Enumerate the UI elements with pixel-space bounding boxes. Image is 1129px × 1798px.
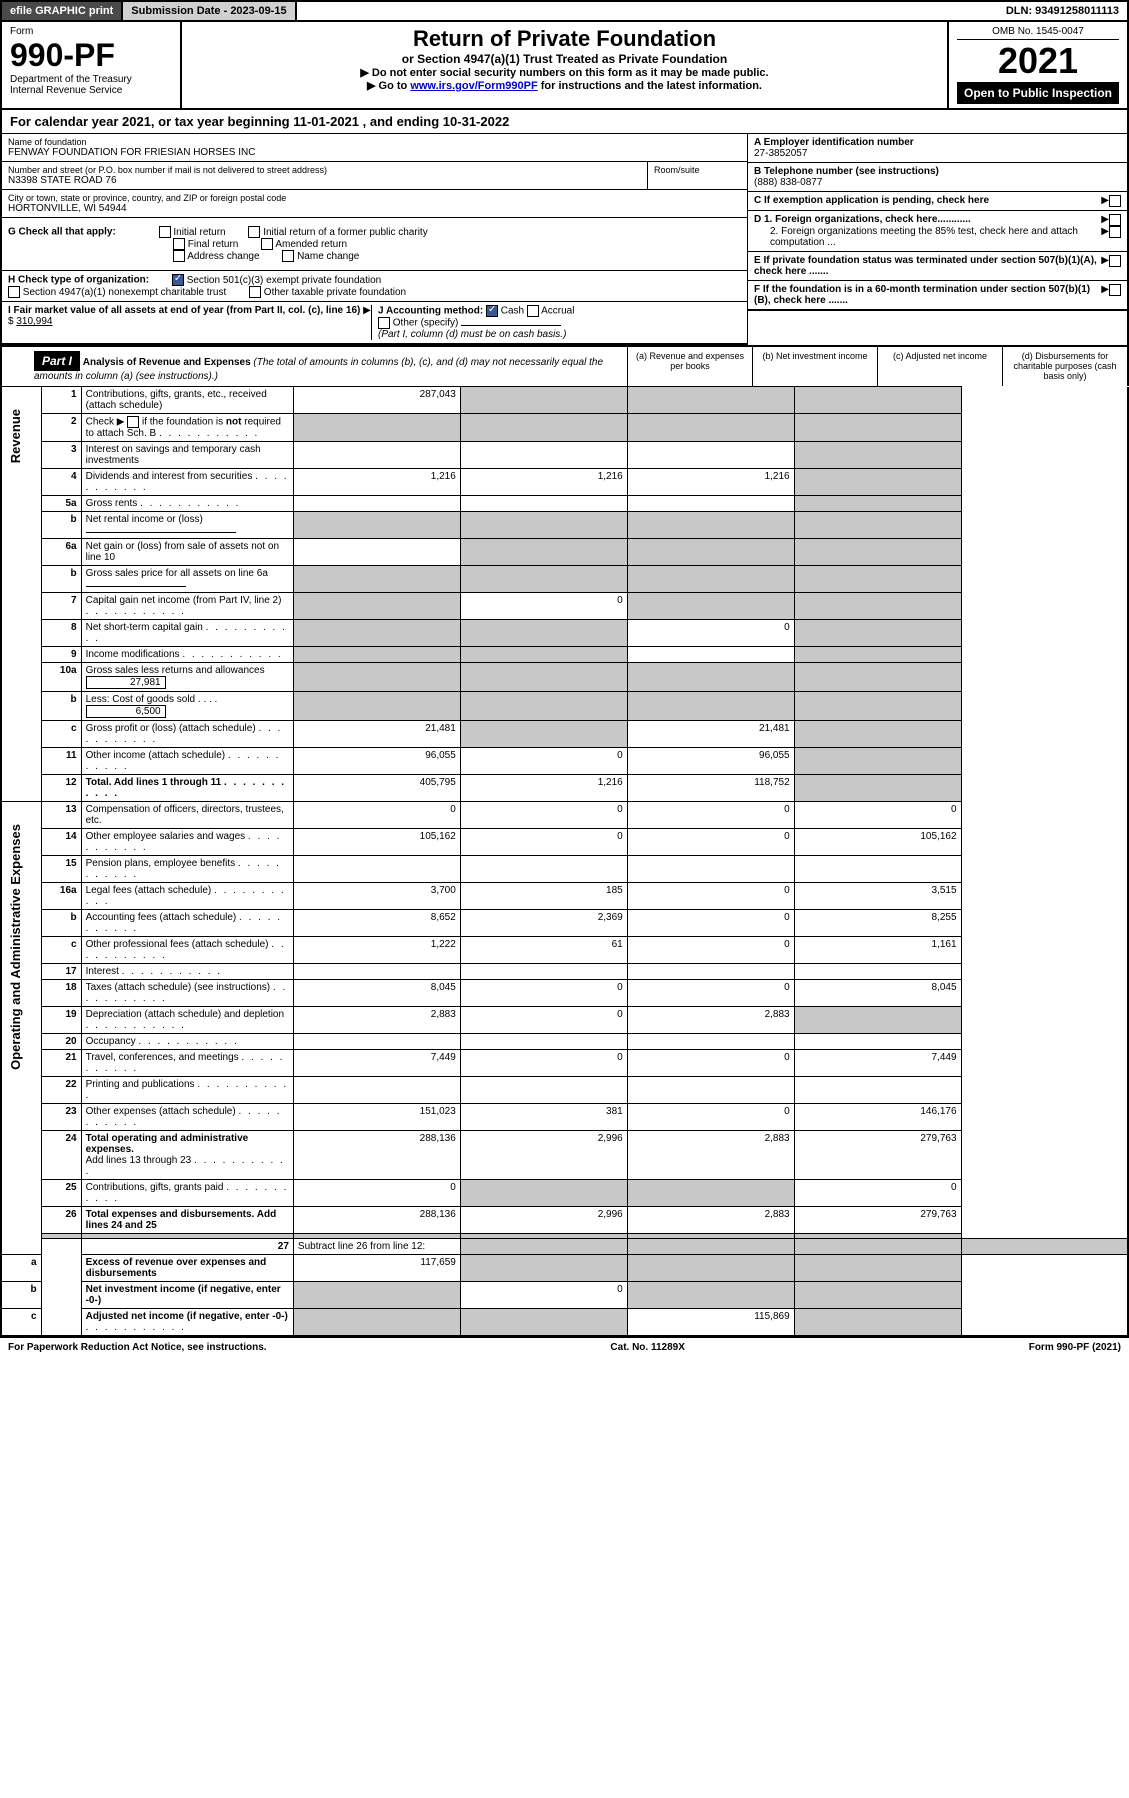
- d1-label: D 1. Foreign organizations, check here..…: [754, 214, 1101, 226]
- cb-60month[interactable]: [1109, 284, 1121, 296]
- phone-label: B Telephone number (see instructions): [754, 166, 1121, 177]
- top-bar: efile GRAPHIC print Submission Date - 20…: [0, 0, 1129, 22]
- expenses-tab: Operating and Administrative Expenses: [6, 804, 25, 1090]
- cb-cash[interactable]: [486, 305, 498, 317]
- cb-other-taxable[interactable]: [249, 286, 261, 298]
- open-public: Open to Public Inspection: [957, 82, 1119, 104]
- h-label: H Check type of organization:: [8, 275, 149, 286]
- f-label: F If the foundation is in a 60-month ter…: [754, 284, 1101, 306]
- form-subtitle: or Section 4947(a)(1) Trust Treated as P…: [190, 52, 939, 66]
- dept-treasury: Department of the Treasury: [10, 74, 172, 85]
- i-value: 310,994: [16, 316, 52, 327]
- col-d-header: (d) Disbursements for charitable purpose…: [1002, 347, 1127, 386]
- cb-final-return[interactable]: [173, 238, 185, 250]
- instr-link-row: ▶ Go to www.irs.gov/Form990PF for instru…: [190, 79, 939, 92]
- j-label: J Accounting method:: [378, 306, 483, 317]
- col-c-header: (c) Adjusted net income: [877, 347, 1002, 386]
- cb-initial-former[interactable]: [248, 226, 260, 238]
- footer-left: For Paperwork Reduction Act Notice, see …: [8, 1342, 267, 1353]
- footer-right: Form 990-PF (2021): [1029, 1342, 1121, 1353]
- cb-terminated[interactable]: [1109, 255, 1121, 267]
- city-label: City or town, state or province, country…: [8, 193, 741, 203]
- room-label: Room/suite: [654, 165, 741, 175]
- page-footer: For Paperwork Reduction Act Notice, see …: [0, 1337, 1129, 1357]
- form-title: Return of Private Foundation: [190, 26, 939, 52]
- cb-other-method[interactable]: [378, 317, 390, 329]
- name-label: Name of foundation: [8, 137, 741, 147]
- omb-number: OMB No. 1545-0047: [957, 26, 1119, 40]
- cb-name-change[interactable]: [282, 250, 294, 262]
- cb-85pct[interactable]: [1109, 226, 1121, 238]
- g-label: G Check all that apply:: [8, 227, 116, 238]
- cb-amended-return[interactable]: [261, 238, 273, 250]
- d2-label: 2. Foreign organizations meeting the 85%…: [754, 226, 1101, 248]
- part1-header-row: Part I Analysis of Revenue and Expenses …: [0, 345, 1129, 386]
- form-number: 990-PF: [10, 37, 172, 74]
- form-label: Form: [10, 26, 172, 37]
- part1-table: Revenue 1Contributions, gifts, grants, e…: [0, 386, 1129, 1337]
- cb-501c3[interactable]: [172, 274, 184, 286]
- col-a-header: (a) Revenue and expenses per books: [627, 347, 752, 386]
- dln: DLN: 93491258011113: [998, 2, 1127, 20]
- irs-link[interactable]: www.irs.gov/Form990PF: [410, 80, 537, 92]
- c-label: C If exemption application is pending, c…: [754, 195, 1101, 207]
- cb-address-change[interactable]: [173, 250, 185, 262]
- tax-year: 2021: [957, 40, 1119, 82]
- col-b-header: (b) Net investment income: [752, 347, 877, 386]
- e-label: E If private foundation status was termi…: [754, 255, 1101, 277]
- cb-sch-b[interactable]: [127, 416, 139, 428]
- revenue-tab: Revenue: [6, 389, 25, 483]
- cb-foreign-org[interactable]: [1109, 214, 1121, 226]
- calendar-year-row: For calendar year 2021, or tax year begi…: [0, 110, 1129, 134]
- form-header: Form 990-PF Department of the Treasury I…: [0, 22, 1129, 110]
- part1-title: Analysis of Revenue and Expenses: [83, 357, 251, 368]
- foundation-city: HORTONVILLE, WI 54944: [8, 203, 741, 214]
- dept-irs: Internal Revenue Service: [10, 85, 172, 96]
- foundation-name: FENWAY FOUNDATION FOR FRIESIAN HORSES IN…: [8, 147, 741, 158]
- j-note: (Part I, column (d) must be on cash basi…: [378, 329, 566, 340]
- instr-ssn: ▶ Do not enter social security numbers o…: [190, 66, 939, 79]
- cb-accrual[interactable]: [527, 305, 539, 317]
- foundation-address: N3398 STATE ROAD 76: [8, 175, 641, 186]
- part1-label: Part I: [34, 351, 80, 371]
- efile-label: efile GRAPHIC print: [2, 2, 123, 20]
- cb-4947[interactable]: [8, 286, 20, 298]
- footer-mid: Cat. No. 11289X: [610, 1342, 684, 1353]
- ein-label: A Employer identification number: [754, 137, 1121, 148]
- ein-value: 27-3852057: [754, 148, 1121, 159]
- addr-label: Number and street (or P.O. box number if…: [8, 165, 641, 175]
- cb-initial-return[interactable]: [159, 226, 171, 238]
- submission-date: Submission Date - 2023-09-15: [123, 2, 296, 20]
- phone-value: (888) 838-0877: [754, 177, 1121, 188]
- cb-exemption-pending[interactable]: [1109, 195, 1121, 207]
- i-label: I Fair market value of all assets at end…: [8, 305, 360, 316]
- foundation-info: Name of foundation FENWAY FOUNDATION FOR…: [0, 134, 1129, 345]
